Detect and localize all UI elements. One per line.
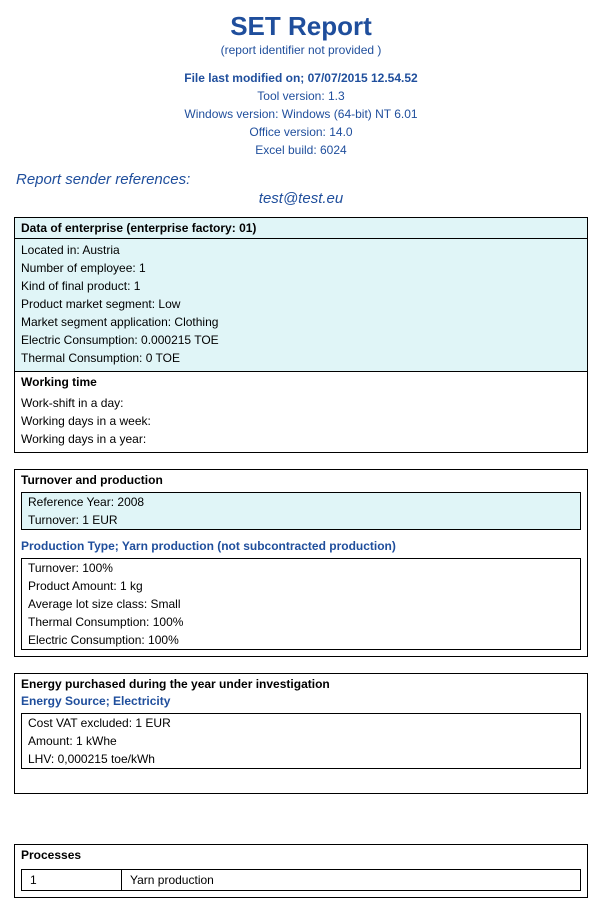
energy-amount: Amount: 1 kWhe [22, 732, 580, 750]
process-row: 1 Yarn production [21, 869, 581, 891]
product-amount: Product Amount: 1 kg [22, 577, 580, 595]
process-name: Yarn production [122, 870, 580, 890]
turnover-ref-box: Reference Year: 2008 Turnover: 1 EUR [21, 492, 581, 530]
meta-modified: File last modified on; 07/07/2015 12.54.… [0, 71, 602, 85]
electric-pct: Electric Consumption: 100% [22, 631, 580, 649]
energy-source: Energy Source; Electricity [15, 694, 587, 711]
ref-year: Reference Year: 2008 [22, 493, 580, 511]
thermal-pct: Thermal Consumption: 100% [22, 613, 580, 631]
process-number: 1 [22, 870, 122, 890]
enterprise-electric: Electric Consumption: 0.000215 TOE [21, 331, 581, 349]
enterprise-segment-app: Market segment application: Clothing [21, 313, 581, 331]
enterprise-heading: Data of enterprise (enterprise factory: … [15, 218, 587, 239]
turnover-value: Turnover: 1 EUR [22, 511, 580, 529]
meta-excel: Excel build: 6024 [0, 143, 602, 157]
turnover-pct: Turnover: 100% [22, 559, 580, 577]
enterprise-body: Located in: Austria Number of employee: … [15, 239, 587, 371]
prod-type: Production Type; Yarn production (not su… [15, 536, 587, 556]
energy-details-box: Cost VAT excluded: 1 EUR Amount: 1 kWhe … [21, 713, 581, 769]
days-week: Working days in a week: [21, 412, 581, 430]
enterprise-thermal: Thermal Consumption: 0 TOE [21, 349, 581, 367]
lot-size: Average lot size class: Small [22, 595, 580, 613]
enterprise-located: Located in: Austria [21, 241, 581, 259]
meta-office: Office version: 14.0 [0, 125, 602, 139]
meta-block: File last modified on; 07/07/2015 12.54.… [0, 71, 602, 157]
turnover-heading: Turnover and production [15, 470, 587, 490]
enterprise-section: Data of enterprise (enterprise factory: … [14, 217, 588, 453]
sender-block: Report sender references: test@test.eu [0, 171, 602, 207]
report-subtitle: (report identifier not provided ) [0, 43, 602, 57]
work-shift: Work-shift in a day: [21, 394, 581, 412]
energy-heading: Energy purchased during the year under i… [15, 674, 587, 694]
days-year: Working days in a year: [21, 430, 581, 448]
enterprise-market-segment: Product market segment: Low [21, 295, 581, 313]
working-time-body: Work-shift in a day: Working days in a w… [15, 392, 587, 452]
enterprise-employees: Number of employee: 1 [21, 259, 581, 277]
spacer [0, 794, 602, 834]
enterprise-final-product: Kind of final product: 1 [21, 277, 581, 295]
energy-cost: Cost VAT excluded: 1 EUR [22, 714, 580, 732]
sender-label: Report sender references: [16, 171, 586, 188]
processes-section: Processes 1 Yarn production [14, 844, 588, 898]
meta-tool: Tool version: 1.3 [0, 89, 602, 103]
energy-section: Energy purchased during the year under i… [14, 673, 588, 794]
prod-details-box: Turnover: 100% Product Amount: 1 kg Aver… [21, 558, 581, 650]
processes-heading: Processes [15, 845, 587, 865]
turnover-section: Turnover and production Reference Year: … [14, 469, 588, 657]
meta-windows: Windows version: Windows (64-bit) NT 6.0… [0, 107, 602, 121]
report-title: SET Report [0, 12, 602, 41]
working-time-heading: Working time [15, 371, 587, 392]
report-header: SET Report (report identifier not provid… [0, 0, 602, 157]
energy-lhv: LHV: 0,000215 toe/kWh [22, 750, 580, 768]
sender-email: test@test.eu [16, 190, 586, 207]
